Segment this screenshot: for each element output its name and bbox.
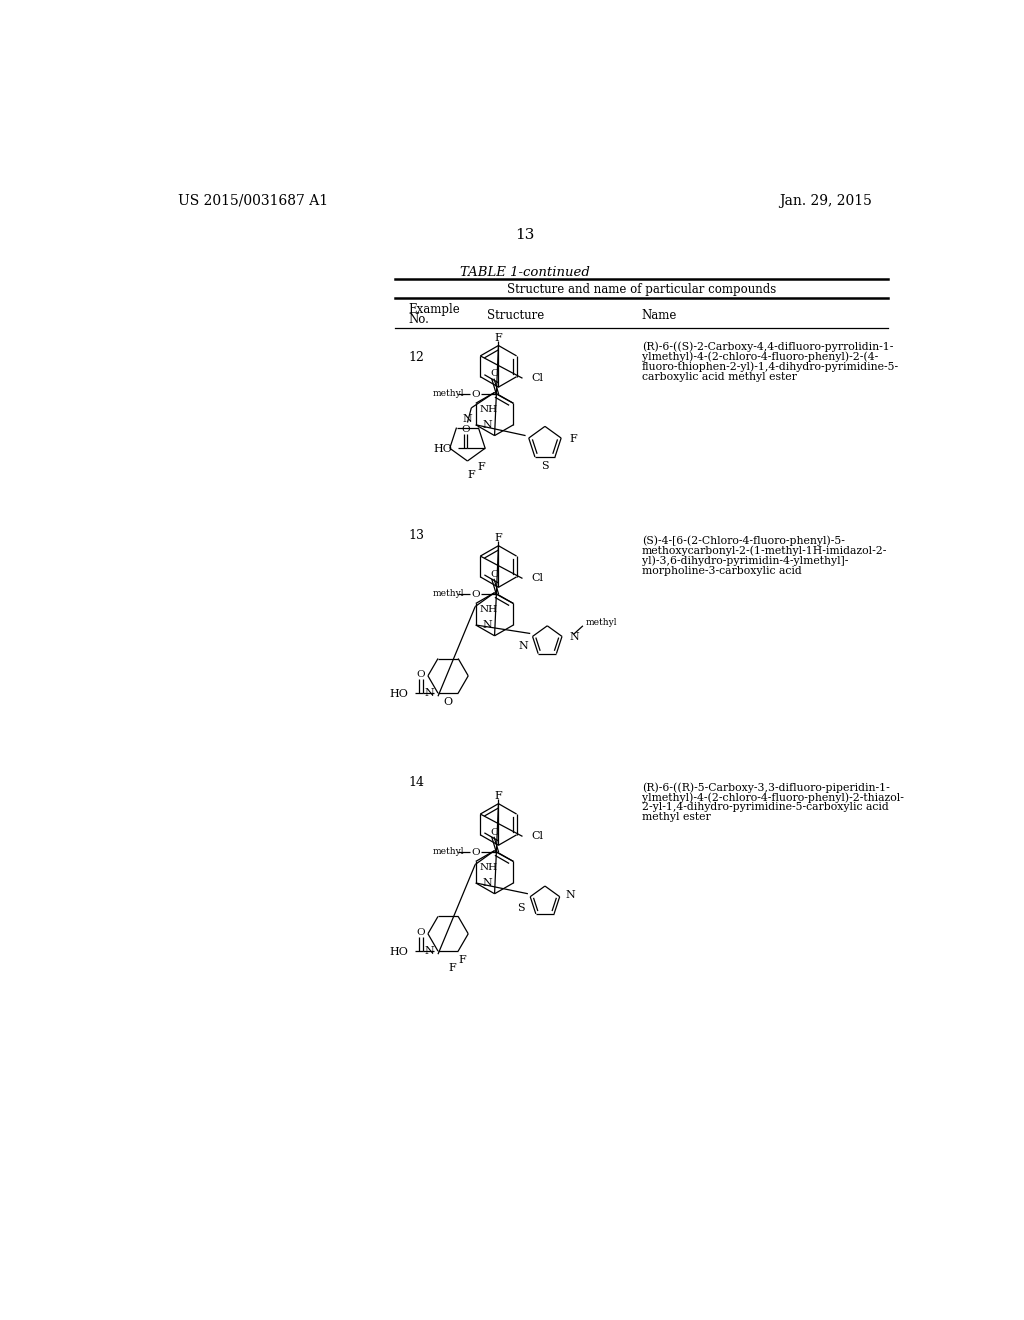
Text: No.: No. xyxy=(409,313,429,326)
Text: HO: HO xyxy=(390,946,409,957)
Text: O: O xyxy=(443,697,453,708)
Text: methyl: methyl xyxy=(432,389,464,397)
Text: HO: HO xyxy=(433,444,452,454)
Text: NH: NH xyxy=(479,405,498,414)
Text: 13: 13 xyxy=(515,228,535,243)
Text: F: F xyxy=(477,462,485,473)
Text: S: S xyxy=(517,903,524,912)
Text: carboxylic acid methyl ester: carboxylic acid methyl ester xyxy=(642,372,797,381)
Text: F: F xyxy=(458,954,466,965)
Text: 14: 14 xyxy=(409,776,425,788)
Text: F: F xyxy=(495,533,503,543)
Text: (S)-4-[6-(2-Chloro-4-fluoro-phenyl)-5-: (S)-4-[6-(2-Chloro-4-fluoro-phenyl)-5- xyxy=(642,536,845,546)
Text: F: F xyxy=(449,962,456,973)
Text: O: O xyxy=(471,389,479,399)
Text: ylmethyl)-4-(2-chloro-4-fluoro-phenyl)-2-thiazol-: ylmethyl)-4-(2-chloro-4-fluoro-phenyl)-2… xyxy=(642,792,904,803)
Text: Structure and name of particular compounds: Structure and name of particular compoun… xyxy=(507,282,776,296)
Text: NH: NH xyxy=(479,863,498,873)
Text: N: N xyxy=(424,946,434,956)
Text: O: O xyxy=(490,570,499,578)
Text: methoxycarbonyl-2-(1-methyl-1H-imidazol-2-: methoxycarbonyl-2-(1-methyl-1H-imidazol-… xyxy=(642,545,887,556)
Text: yl)-3,6-dihydro-pyrimidin-4-ylmethyl]-: yl)-3,6-dihydro-pyrimidin-4-ylmethyl]- xyxy=(642,556,848,566)
Text: O: O xyxy=(417,928,425,937)
Text: F: F xyxy=(569,434,578,445)
Text: Example: Example xyxy=(409,302,461,315)
Text: Cl: Cl xyxy=(531,374,543,383)
Text: methyl ester: methyl ester xyxy=(642,812,711,822)
Text: N: N xyxy=(482,878,492,888)
Text: HO: HO xyxy=(390,689,409,700)
Text: O: O xyxy=(462,425,470,434)
Text: N: N xyxy=(569,631,579,642)
Text: N: N xyxy=(565,890,574,900)
Text: methyl: methyl xyxy=(432,589,464,598)
Text: 13: 13 xyxy=(409,529,425,543)
Text: N: N xyxy=(424,688,434,698)
Text: (R)-6-((R)-5-Carboxy-3,3-difluoro-piperidin-1-: (R)-6-((R)-5-Carboxy-3,3-difluoro-piperi… xyxy=(642,781,890,793)
Text: Name: Name xyxy=(642,309,677,322)
Text: N: N xyxy=(482,420,492,430)
Text: ylmethyl)-4-(2-chloro-4-fluoro-phenyl)-2-(4-: ylmethyl)-4-(2-chloro-4-fluoro-phenyl)-2… xyxy=(642,351,878,362)
Text: N: N xyxy=(482,620,492,630)
Text: F: F xyxy=(495,333,503,343)
Text: 12: 12 xyxy=(409,351,424,363)
Text: N: N xyxy=(463,413,472,424)
Text: O: O xyxy=(490,370,499,379)
Text: F: F xyxy=(467,470,475,480)
Text: O: O xyxy=(490,828,499,837)
Text: S: S xyxy=(541,462,549,471)
Text: fluoro-thiophen-2-yl)-1,4-dihydro-pyrimidine-5-: fluoro-thiophen-2-yl)-1,4-dihydro-pyrimi… xyxy=(642,362,899,372)
Text: 2-yl-1,4-dihydro-pyrimidine-5-carboxylic acid: 2-yl-1,4-dihydro-pyrimidine-5-carboxylic… xyxy=(642,803,889,812)
Text: TABLE 1-continued: TABLE 1-continued xyxy=(460,265,590,279)
Text: Structure: Structure xyxy=(486,309,544,322)
Text: morpholine-3-carboxylic acid: morpholine-3-carboxylic acid xyxy=(642,566,802,576)
Text: (R)-6-((S)-2-Carboxy-4,4-difluoro-pyrrolidin-1-: (R)-6-((S)-2-Carboxy-4,4-difluoro-pyrrol… xyxy=(642,342,893,352)
Text: Cl: Cl xyxy=(531,832,543,841)
Text: O: O xyxy=(471,847,479,857)
Text: O: O xyxy=(471,590,479,599)
Text: N: N xyxy=(518,640,528,651)
Text: NH: NH xyxy=(479,605,498,614)
Text: US 2015/0031687 A1: US 2015/0031687 A1 xyxy=(178,194,329,207)
Text: methyl: methyl xyxy=(432,847,464,855)
Text: methyl: methyl xyxy=(586,618,617,627)
Text: Jan. 29, 2015: Jan. 29, 2015 xyxy=(779,194,872,207)
Text: F: F xyxy=(495,791,503,801)
Text: Cl: Cl xyxy=(531,573,543,583)
Text: O: O xyxy=(417,671,425,680)
